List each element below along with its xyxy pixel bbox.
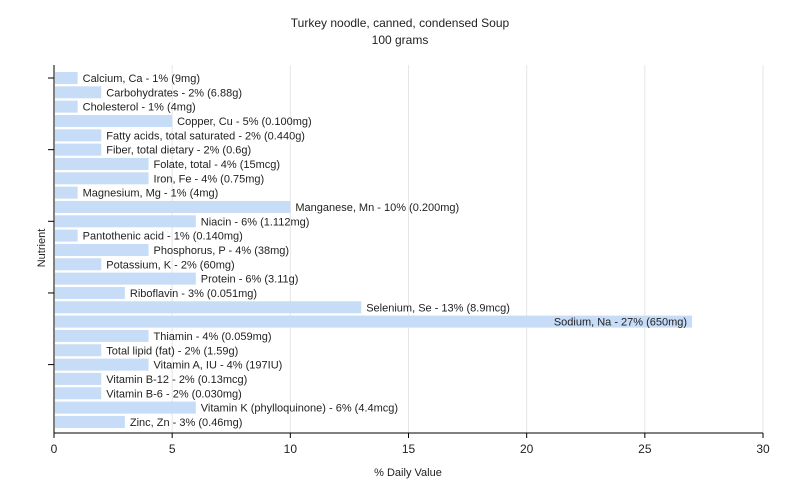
bar [55,258,102,271]
bar-label: Phosphorus, P - 4% (38mg) [154,245,290,257]
bar [55,72,78,84]
x-tick-label: 30 [756,442,770,456]
bar-label: Vitamin B-6 - 2% (0.030mg) [106,388,242,400]
x-tick-label: 20 [520,442,534,456]
bar [55,129,102,142]
bar-label: Vitamin A, IU - 4% (197IU) [154,360,283,372]
bar [55,315,693,328]
bar-label: Potassium, K - 2% (60mg) [106,259,234,271]
bar [55,286,125,299]
bar-label: Fiber, total dietary - 2% (0.6g) [106,145,251,157]
bar [55,358,149,371]
bar-label: Vitamin K (phylloquinone) - 6% (4.4mcg) [201,403,398,415]
bar-label: Niacin - 6% (1.112mg) [201,216,310,228]
bar [55,157,149,170]
bar-label: Copper, Cu - 5% (0.100mg) [177,116,312,128]
grid-lines [171,65,764,433]
x-axis-label: % Daily Value [374,467,442,479]
bar [55,401,196,414]
bar-label: Thiamin - 4% (0.059mg) [154,331,272,343]
bar-label: Selenium, Se - 13% (8.9mcg) [366,302,510,314]
bar [55,387,102,400]
x-tick-label: 5 [169,442,176,456]
chart-title: Turkey noodle, canned, condensed Soup [291,16,510,30]
x-axis-ticks: 0 5 10 15 20 25 30 [51,433,770,456]
bars [55,72,693,428]
bar-label: Folate, total - 4% (15mcg) [154,159,281,171]
bar-label: Riboflavin - 3% (0.051mg) [130,288,257,300]
bar-label: Sodium, Na - 27% (650mg) [554,317,687,329]
bar [55,272,196,285]
bar-label: Calcium, Ca - 1% (9mg) [83,73,200,85]
bar-label: Pantothenic acid - 1% (0.140mg) [83,231,243,243]
bar [55,143,102,156]
bar [55,186,78,199]
bar-label: Manganese, Mn - 10% (0.200mg) [295,202,459,214]
x-tick-label: 25 [638,442,652,456]
bar-label: Zinc, Zn - 3% (0.46mg) [130,417,242,429]
bar [55,243,149,256]
bar-label: Fatty acids, total saturated - 2% (0.440… [106,130,305,142]
bar-label: Iron, Fe - 4% (0.75mg) [154,173,265,185]
bar [55,372,102,385]
bar-label: Magnesium, Mg - 1% (4mg) [83,188,219,200]
bar-label: Total lipid (fat) - 2% (1.59g) [106,345,238,357]
bar [55,86,102,99]
x-tick-label: 10 [284,442,298,456]
bar [55,415,125,428]
bar-labels: Calcium, Ca - 1% (9mg) Carbohydrates - 2%… [83,73,687,429]
bar [55,100,78,113]
bar [55,229,78,242]
bar-label: Carbohydrates - 2% (6.88g) [106,87,242,99]
y-axis-ticks [48,77,54,366]
bar [55,172,149,185]
y-axis-label: Nutrient [36,229,48,268]
bar [55,329,149,342]
bar-label: Cholesterol - 1% (4mg) [83,102,196,114]
bar-label: Protein - 6% (3.11g) [201,274,299,286]
bar-label: Vitamin B-12 - 2% (0.13mcg) [106,374,247,386]
bar [55,344,102,357]
bar [55,301,362,314]
x-tick-label: 0 [51,442,58,456]
chart-subtitle: 100 grams [372,33,429,47]
bar [55,114,173,127]
bar [55,200,291,213]
bar [55,215,196,228]
x-tick-label: 15 [402,442,416,456]
